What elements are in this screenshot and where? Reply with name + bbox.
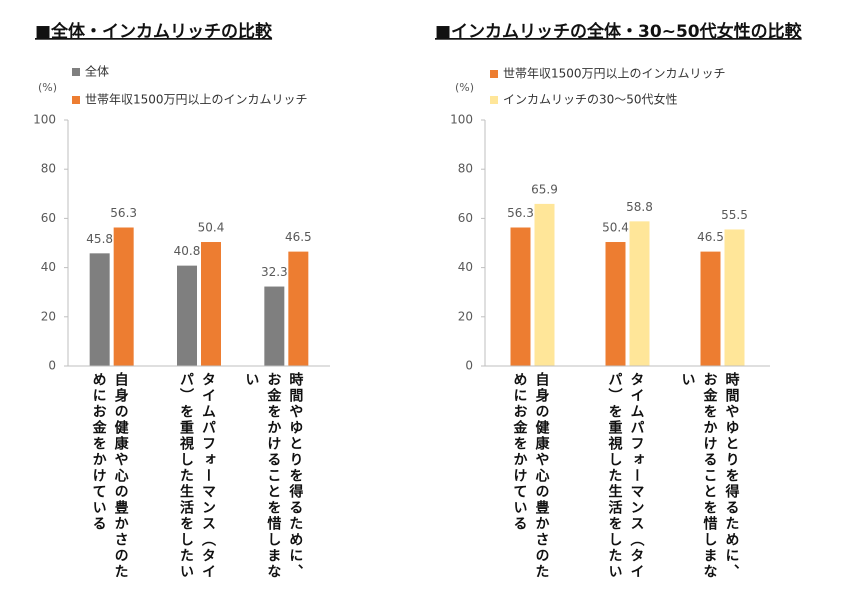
bar: [510, 227, 531, 366]
value-label: 55.5: [721, 208, 748, 222]
x-tick-label: タイムパフォーマンス（タイパ）を重視した生活をしたい: [178, 372, 216, 580]
y-axis-label: (%): [455, 81, 474, 94]
y-tick-label: 80: [458, 162, 473, 176]
legend-swatch: [490, 70, 498, 78]
value-label: 50.4: [198, 221, 225, 235]
value-label: 56.3: [507, 206, 534, 220]
bar: [177, 265, 197, 366]
legend-label: 世帯年収1500万円以上のインカムリッチ: [85, 93, 308, 107]
legend-label: インカムリッチの30～50代女性: [503, 92, 678, 107]
bar: [113, 227, 134, 366]
legend-swatch: [72, 68, 80, 76]
bar: [288, 251, 309, 366]
y-tick-label: 20: [458, 309, 473, 323]
bar: [89, 253, 110, 366]
value-label: 45.8: [86, 232, 113, 246]
x-tick-label: 時間やゆとりを得るために、お金をかけることを惜しまない: [243, 372, 304, 580]
y-tick-label: 60: [41, 211, 56, 225]
value-label: 32.3: [261, 265, 288, 279]
value-label: 46.5: [697, 230, 724, 244]
y-tick-label: 100: [450, 113, 473, 127]
y-tick-label: 60: [458, 211, 473, 225]
bar: [629, 221, 650, 366]
y-tick-label: 0: [48, 359, 56, 373]
x-tick-label: 自身の健康や心の豊かさのためにお金をかけている: [90, 372, 129, 580]
x-tick-label: 自身の健康や心の豊かさのためにお金をかけている: [511, 372, 550, 580]
legend-swatch: [72, 96, 80, 104]
value-label: 58.8: [626, 200, 653, 214]
bar: [264, 286, 285, 366]
value-label: 46.5: [285, 230, 312, 244]
bar: [724, 229, 745, 366]
value-label: 56.3: [110, 206, 137, 220]
value-label: 65.9: [531, 182, 558, 196]
bar: [605, 242, 626, 366]
chart-title: ■インカムリッチの全体・30~50代女性の比較: [435, 21, 803, 42]
chart-title: ■全体・インカムリッチの比較: [35, 21, 273, 42]
y-axis-label: (%): [38, 81, 57, 94]
value-label: 50.4: [602, 221, 629, 235]
bar: [534, 203, 555, 366]
y-tick-label: 100: [33, 113, 56, 127]
value-label: 40.8: [174, 244, 201, 258]
legend-label: 全体: [85, 64, 109, 79]
x-tick-label: 時間やゆとりを得るために、お金をかけることを惜しまない: [679, 372, 740, 580]
x-tick-label: タイムパフォーマンス（タイパ）を重視した生活をしたい: [606, 372, 645, 580]
y-tick-label: 0: [465, 359, 473, 373]
legend-label: 世帯年収1500万円以上のインカムリッチ: [503, 67, 726, 81]
bar: [201, 242, 221, 366]
y-tick-label: 40: [458, 260, 473, 274]
bar: [700, 251, 721, 366]
y-tick-label: 20: [41, 309, 56, 323]
y-tick-label: 40: [41, 260, 56, 274]
legend-swatch: [490, 96, 498, 104]
y-tick-label: 80: [41, 162, 56, 176]
